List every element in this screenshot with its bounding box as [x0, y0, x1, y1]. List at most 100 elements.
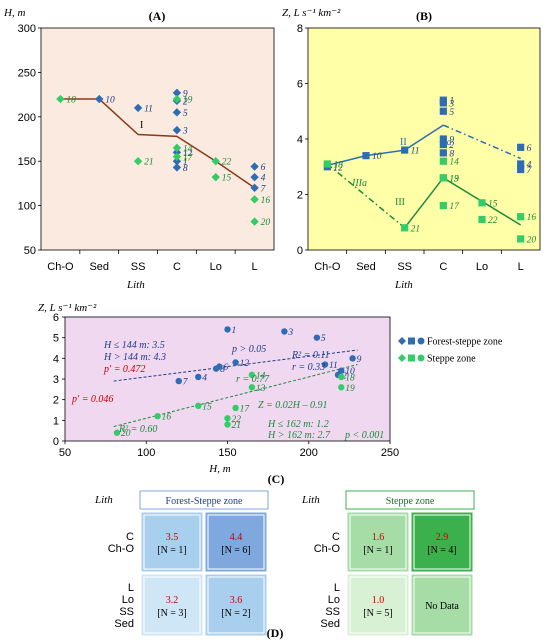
table-row-label: L: [128, 582, 134, 594]
table-cell-inner: [207, 514, 265, 570]
point-label-15: 15: [222, 174, 232, 184]
panel-b-line-label-iia: IIa: [439, 137, 452, 148]
panel-c-title: (C): [268, 472, 285, 486]
point-label-5: 5: [183, 109, 188, 119]
point-label-12: 12: [183, 149, 193, 159]
panel-a-y-ticks: 50 100 150 200 250 300: [18, 23, 41, 257]
y-tick-label: 4: [297, 134, 303, 146]
table-title-box: [345, 490, 475, 510]
y-tick-label: 300: [18, 23, 36, 35]
y-tick-label: 200: [18, 112, 36, 124]
panel-a-plot-area: [40, 27, 275, 251]
point-label-1: 1: [232, 326, 237, 336]
y-tick-label: 6: [53, 312, 59, 324]
data-point-6: [216, 363, 223, 370]
point-label-4: 4: [202, 373, 207, 383]
data-point-14: [172, 143, 182, 153]
data-point-3: [439, 99, 447, 107]
panel-c-ann-steppe-1: r = 0.77: [236, 374, 270, 385]
data-point-5: [172, 108, 182, 117]
table-cell-value: 3.2: [166, 595, 179, 606]
y-tick-label: 6: [297, 79, 303, 91]
data-point-9: [439, 135, 447, 143]
x-tick-label: L: [252, 261, 258, 273]
table-0: Forest-Steppe zone Lith CCh-O 3.5 [N = 1] 4.4…: [94, 490, 269, 637]
panel-b-line-label-iii: III: [395, 197, 405, 208]
data-point-20: [250, 217, 259, 226]
point-label-7: 7: [183, 378, 189, 388]
point-label-5: 5: [449, 108, 454, 118]
data-point-16: [250, 195, 259, 204]
table-title: Steppe zone: [386, 496, 435, 507]
data-point-18: [56, 94, 65, 104]
point-label-15: 15: [202, 402, 212, 412]
data-point-11: [401, 146, 409, 154]
data-point-17: [232, 404, 239, 412]
point-label-5: 5: [321, 334, 326, 344]
table-cell-n: [N = 1]: [363, 545, 393, 556]
data-point-19: [172, 94, 182, 104]
panel-b-ylabel: Z, L s⁻¹ km⁻²: [282, 7, 341, 19]
y-tick-label: 2: [297, 190, 303, 202]
panel-a: (A) H, m Lith 50 100 150 200 250 300 Ch-O Sed S…: [3, 7, 275, 291]
point-label-2: 2: [183, 97, 188, 107]
data-point-4: [517, 160, 525, 168]
data-point-6: [517, 143, 525, 151]
point-label-10: 10: [105, 96, 115, 106]
table-row-label: Ch-O: [108, 543, 135, 555]
point-label-6: 6: [223, 363, 228, 373]
panel-c-points: 13591110128647218191413171516222120: [113, 326, 362, 439]
data-point-6: [250, 162, 259, 171]
trend-line-iia: [443, 124, 521, 160]
panel-a-ylabel: H, m: [3, 7, 25, 19]
x-tick-label: Lo: [476, 261, 488, 273]
table-row-label: L: [334, 582, 340, 594]
table-cell-value: 1.0: [372, 595, 385, 606]
point-label-7: 7: [527, 166, 533, 176]
x-tick-label: Sed: [356, 261, 376, 273]
y-tick-label: 5: [53, 333, 59, 345]
point-label-2: 2: [342, 371, 347, 381]
panel-c-ylabel: Z, L s⁻¹ km⁻²: [38, 302, 97, 314]
data-point-12: [172, 148, 182, 157]
panel-c-ann-steppe-5: H > 162 m: 2.7: [267, 430, 331, 441]
x-tick-label: 250: [381, 447, 399, 459]
data-point-10: [95, 94, 104, 104]
x-tick-label: Sed: [89, 261, 109, 273]
x-tick-label: Ch-O: [47, 261, 74, 273]
panel-b: (B) Z, L s⁻¹ km⁻² Lith 0 2 4 6 8 Ch-O Sed SS C L…: [282, 7, 541, 291]
table-1: Steppe zone Lith CCh-O 1.6 [N = 1] 2.9 [N = 4]…: [301, 490, 475, 637]
point-label-4: 4: [527, 160, 532, 170]
point-label-17: 17: [183, 153, 194, 163]
table-row-axis-label: Lith: [94, 494, 113, 506]
point-label-22: 22: [222, 158, 232, 168]
point-label-18: 18: [333, 160, 343, 170]
y-tick-label: 2: [53, 395, 59, 407]
data-point-17: [439, 202, 447, 210]
point-label-8: 8: [220, 365, 225, 375]
table-cell-inner: [143, 514, 201, 570]
panel-c-ann-steppe-4: H ≤ 162 m: 1.2: [267, 419, 329, 430]
point-label-19: 19: [449, 174, 459, 184]
legend-forest-label: Forest-steppe zone: [427, 337, 503, 348]
table-cell-value: 1.6: [372, 532, 385, 543]
panel-b-plot-area: [307, 27, 541, 251]
data-point-14: [248, 371, 256, 379]
table-cell-n: [N = 5]: [363, 608, 393, 619]
data-point-15: [478, 199, 486, 207]
panel-d-title: (D): [267, 626, 284, 640]
panel-c-ann-steppe-3: R² = 0.60: [118, 424, 157, 435]
point-label-18: 18: [345, 373, 355, 383]
data-point-22: [211, 157, 220, 166]
x-tick-label: C: [439, 261, 447, 273]
data-point-3: [281, 328, 288, 335]
point-label-14: 14: [449, 158, 459, 168]
table-cell-inner: [349, 514, 407, 570]
data-point-16: [154, 413, 161, 420]
table-cell-value: 3.5: [166, 532, 179, 543]
table-row-label: Lo: [122, 594, 134, 606]
table-cell: [346, 573, 410, 637]
point-label-6: 6: [527, 144, 532, 154]
data-point-17: [172, 152, 182, 161]
